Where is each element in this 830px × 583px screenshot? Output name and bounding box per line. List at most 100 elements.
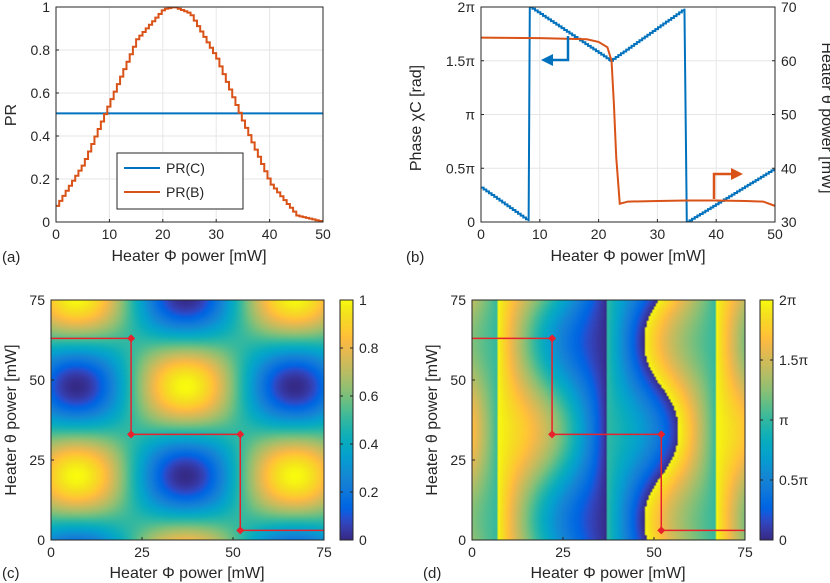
panel-d-path-marker-1 — [548, 430, 557, 439]
panel-c-xlabel: Heater Φ power [mW] — [109, 565, 264, 582]
panel-d-xtick-label-3: 75 — [737, 544, 753, 560]
panel-d-path-marker-0 — [548, 334, 557, 343]
panel-d-ylabel: Heater θ power [mW] — [424, 344, 441, 495]
panel-b-left-ytick-label-3: 1.5π — [446, 53, 475, 69]
panel-c-cbar-tick-label-0: 0 — [359, 532, 367, 548]
panel-a-xtick-label-0: 0 — [52, 226, 60, 242]
panel-b-xtick-label-4: 40 — [708, 226, 724, 242]
panel-b-xtick-label-5: 50 — [767, 226, 783, 242]
panel-b-right-ytick-label-4: 70 — [781, 0, 797, 15]
panel-d-ytick-label-3: 75 — [450, 292, 466, 308]
panel-c-xtick-label-1: 25 — [134, 544, 150, 560]
panel-b: 0 10 20 30 40 50 0 0.5π π 1.5π 2π 30 40 50 60 70 Heat… — [406, 0, 830, 266]
panel-a-ytick-label-5: 1 — [42, 0, 50, 15]
panel-a-x-ticks: 0 10 20 30 40 50 — [52, 219, 331, 242]
panel-b-left-ytick-label-4: 2π — [458, 0, 476, 15]
panel-b-right-ytick-label-1: 40 — [781, 160, 797, 176]
panel-b-ylabel-right: Heater θ power [mW] — [818, 42, 830, 193]
panel-d-xtick-label-0: 0 — [468, 544, 476, 560]
panel-c-cbar-tick-label-3: 0.6 — [359, 388, 379, 404]
panel-d-cbar-tick-label-3: 1.5π — [779, 352, 808, 368]
panel-d-y-ticks: 0 25 50 75 — [450, 292, 475, 548]
panel-a-xtick-label-2: 20 — [155, 226, 171, 242]
panel-d-colorbar — [760, 300, 773, 540]
panel-b-y-ticks-left: 0 0.5π π 1.5π 2π — [446, 0, 484, 230]
legend-box — [116, 152, 244, 210]
panel-a-y-ticks: 0 0.2 0.4 0.6 0.8 1 — [31, 0, 59, 230]
panel-c-path-marker-3 — [236, 526, 245, 535]
panel-c-ytick-label-3: 75 — [29, 292, 45, 308]
panel-c-colorbar — [340, 300, 353, 540]
panel-c-cbar-tick-label-5: 1 — [359, 292, 367, 308]
pr-b-line — [56, 7, 323, 222]
panel-b-left-ytick-label-0: 0 — [467, 214, 475, 230]
panel-c-xtick-label-0: 0 — [47, 544, 55, 560]
panel-c-path-marker-0 — [127, 334, 136, 343]
legend-label-pr-c: PR(C) — [166, 160, 205, 176]
panel-c-ytick-label-1: 25 — [29, 452, 45, 468]
panel-a-xlabel: Heater Φ power [mW] — [111, 248, 266, 265]
panel-b-y-ticks-right: 30 40 50 60 70 — [772, 0, 797, 230]
panel-c-cbar-tick-label-4: 0.8 — [359, 340, 379, 356]
panel-d-x-ticks: 0 25 50 75 — [468, 537, 753, 560]
panel-d-label: (d) — [423, 565, 441, 582]
panel-b-right-ytick-label-2: 50 — [781, 107, 797, 123]
panel-d: 0 25 50 75 0 25 50 75 0 0.5π π 1.5π 2π Heater Φ po… — [423, 292, 808, 582]
panel-c-ytick-label-2: 50 — [29, 372, 45, 388]
panel-c-y-ticks: 0 25 50 75 — [29, 292, 54, 548]
panel-c-cbar-tick-label-1: 0.2 — [359, 484, 379, 500]
panel-a-ylabel: PR — [3, 104, 20, 126]
panel-c-cbar-tick-label-2: 0.4 — [359, 436, 379, 452]
panel-d-xtick-label-2: 50 — [646, 544, 662, 560]
panel-a-ytick-label-4: 0.8 — [31, 42, 51, 58]
panel-a-grid — [55, 6, 324, 223]
panel-b-xlabel: Heater Φ power [mW] — [550, 248, 705, 265]
theta-power-line — [481, 36, 775, 207]
panel-c-x-ticks: 0 25 50 75 — [47, 537, 332, 560]
panel-b-xtick-label-2: 20 — [591, 226, 607, 242]
panel-a-xtick-label-5: 50 — [315, 226, 331, 242]
panel-a-ytick-label-0: 0 — [42, 214, 50, 230]
panel-d-heatmap — [472, 300, 745, 540]
panel-c-colorbar-ticks: 0 0.2 0.4 0.6 0.8 1 — [340, 292, 379, 548]
panel-c-path — [51, 337, 324, 532]
panel-c-xtick-label-2: 50 — [225, 544, 241, 560]
panel-b-right-ytick-label-0: 30 — [781, 214, 797, 230]
arrow-left-head — [541, 54, 553, 66]
panel-c-path-marker-1 — [127, 430, 136, 439]
panel-c-label: (c) — [2, 565, 20, 582]
panel-d-cbar-tick-label-0: 0 — [779, 532, 787, 548]
panel-a-label: (a) — [2, 249, 20, 266]
panel-c-markers — [127, 334, 245, 535]
panel-b-xtick-label-0: 0 — [477, 226, 485, 242]
panel-c-ytick-label-0: 0 — [37, 532, 45, 548]
legend-label-pr-b: PR(B) — [166, 184, 204, 200]
phase-line — [481, 7, 775, 222]
panel-c-path-marker-2 — [236, 430, 245, 439]
panel-d-ytick-label-0: 0 — [458, 532, 466, 548]
panel-d-xtick-label-1: 25 — [555, 544, 571, 560]
panel-a-ytick-label-2: 0.4 — [31, 128, 51, 144]
panel-a-ytick-label-3: 0.6 — [31, 85, 51, 101]
arrow-right-stem — [712, 172, 732, 199]
panel-a-xtick-label-4: 40 — [262, 226, 278, 242]
panel-d-cbar-tick-label-2: π — [779, 412, 789, 428]
panel-c-xtick-label-3: 75 — [316, 544, 332, 560]
panel-a-legend: PR(C) PR(B) — [116, 152, 244, 210]
panel-a-xtick-label-3: 30 — [208, 226, 224, 242]
panel-d-colorbar-ticks: 0 0.5π π 1.5π 2π — [760, 292, 808, 548]
panel-b-right-ytick-label-3: 60 — [781, 53, 797, 69]
panel-d-path-marker-3 — [657, 526, 666, 535]
panel-b-xtick-label-1: 10 — [532, 226, 548, 242]
panel-a-xtick-label-1: 10 — [102, 226, 118, 242]
panel-d-ytick-label-1: 25 — [450, 452, 466, 468]
panel-b-left-ytick-label-2: π — [465, 107, 475, 123]
arrow-right-head — [731, 168, 743, 180]
panel-c-ylabel: Heater θ power [mW] — [3, 344, 20, 495]
panel-d-path — [472, 337, 745, 532]
panel-a: 0 10 20 30 40 50 0 0.2 0.4 0.6 0.8 1 Heater Φ powe… — [2, 0, 331, 266]
panel-d-path-marker-2 — [657, 430, 666, 439]
arrow-right-annotation — [712, 168, 743, 199]
panel-c: 0 25 50 75 0 25 50 75 0 0.2 0.4 0.6 0.8 1 Heater Φ … — [2, 292, 379, 582]
